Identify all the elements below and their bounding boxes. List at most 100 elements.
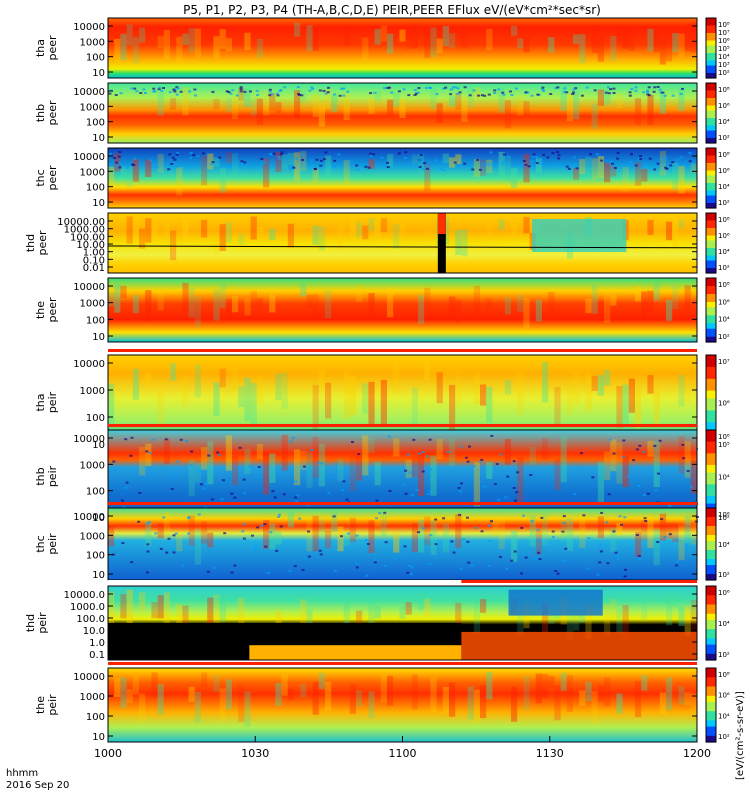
heatmap-cell	[509, 90, 512, 93]
heatmap-cell	[325, 681, 332, 711]
colorbar-cell	[706, 406, 716, 412]
heatmap-cell	[566, 93, 573, 122]
heatmap-cell	[298, 517, 302, 520]
heatmap-cell	[639, 158, 643, 160]
heatmap-cell	[424, 361, 431, 381]
heatmap-cell	[312, 436, 319, 478]
heatmap-cell	[189, 156, 192, 159]
heatmap-cell	[542, 512, 549, 546]
colorbar-cell	[706, 73, 716, 77]
heatmap-cell	[213, 36, 220, 59]
heatmap-cell	[108, 92, 112, 95]
heatmap-cell	[635, 387, 642, 429]
heatmap-cell	[369, 92, 373, 95]
heatmap-cell	[666, 299, 673, 321]
heatmap-cell	[541, 88, 545, 91]
heatmap-cell	[653, 282, 660, 301]
heatmap-cell	[287, 152, 294, 165]
colorbar-tick-label: 10²	[718, 333, 730, 341]
colorbar-cell	[706, 526, 716, 530]
heatmap-cell	[176, 87, 180, 90]
colorbar-cell	[706, 190, 716, 194]
heatmap-cell	[562, 515, 566, 518]
colorbar-cell	[706, 647, 716, 652]
colorbar-cell	[706, 110, 716, 114]
heatmap-cell	[478, 168, 482, 171]
heatmap-cell	[418, 593, 425, 611]
heatmap-cell	[294, 22, 301, 37]
colorbar-cell	[706, 656, 716, 661]
y-axis-label-species: peer	[46, 165, 59, 191]
heatmap-cell	[449, 33, 456, 49]
heatmap-cell	[120, 166, 127, 177]
heatmap-cell	[667, 163, 671, 166]
y-axis-label-species: peer	[36, 230, 49, 256]
heatmap-cell	[635, 680, 642, 718]
heatmap-cell	[684, 606, 691, 636]
y-axis-label-species: peer	[46, 35, 59, 61]
mode-bar	[108, 349, 697, 352]
heatmap-cell	[170, 363, 177, 381]
colorbar-cell	[706, 535, 716, 539]
heatmap-cell	[276, 92, 279, 95]
heatmap-cell	[225, 152, 232, 163]
heatmap-cell	[373, 91, 377, 94]
heatmap-cell	[207, 597, 214, 634]
colorbar-frame	[705, 667, 717, 743]
heatmap-cell	[444, 86, 448, 89]
heatmap-cell	[616, 523, 623, 536]
y-tick-label: 100	[86, 315, 105, 326]
colorbar-cell	[706, 40, 716, 44]
heatmap-cell	[253, 545, 257, 548]
heatmap-cell	[201, 23, 208, 47]
heatmap-cell	[182, 219, 189, 238]
heatmap-cell	[524, 91, 528, 94]
panel-tha-peer: 10000 1000 100 10 tha peer 10⁸10⁷10⁶10⁵10⁴10³1…	[34, 17, 730, 79]
heatmap-cell	[490, 520, 493, 523]
colorbar-tick-label: 10⁶	[718, 37, 730, 45]
heatmap-cell	[489, 151, 493, 154]
heatmap-cell	[356, 284, 363, 302]
heatmap-cell	[171, 156, 175, 159]
heatmap-cell	[678, 88, 685, 112]
heatmap-cell	[497, 88, 501, 91]
colorbar-cell	[706, 291, 716, 295]
heatmap-cell	[580, 94, 584, 97]
heatmap-cell	[271, 490, 275, 493]
heatmap-cell	[449, 96, 456, 107]
heatmap-cell	[647, 28, 654, 52]
heatmap-cell	[301, 153, 305, 156]
heatmap-cell	[300, 91, 307, 103]
heatmap-cell	[562, 559, 566, 562]
heatmap-cell	[408, 564, 412, 567]
heatmap-cell	[393, 557, 397, 560]
colorbar-tick-label: 10⁴	[718, 316, 730, 324]
heatmap-cell	[213, 99, 220, 110]
heatmap-cell	[296, 86, 300, 89]
heatmap-cell	[665, 167, 669, 170]
heatmap-cell	[372, 153, 376, 156]
heatmap-cell	[493, 483, 497, 486]
colorbar-cell	[706, 68, 716, 72]
heatmap-cell	[343, 25, 350, 46]
heatmap-cell	[409, 573, 413, 576]
heatmap-cell	[653, 168, 657, 171]
colorbar: 10⁶ 10⁴ 10²	[705, 585, 730, 661]
heatmap-cell	[646, 492, 650, 495]
heatmap-cell	[217, 454, 221, 457]
y-tick-label: 100	[86, 53, 105, 64]
heatmap-cell	[629, 161, 633, 164]
colorbar-cell	[706, 562, 716, 566]
colorbar-cell	[706, 25, 716, 29]
heatmap-cell	[523, 101, 530, 116]
heatmap-cell	[517, 294, 524, 312]
heatmap-cell	[170, 163, 174, 165]
heatmap-cell	[455, 370, 462, 406]
heatmap-cell	[425, 455, 429, 458]
colorbar-cell	[706, 629, 716, 633]
heatmap-cell	[264, 545, 268, 548]
heatmap-cell	[130, 436, 134, 439]
heatmap-cell	[213, 594, 220, 628]
heatmap-cell	[343, 160, 350, 185]
x-axis-label-date: 2016 Sep 20	[6, 780, 69, 791]
